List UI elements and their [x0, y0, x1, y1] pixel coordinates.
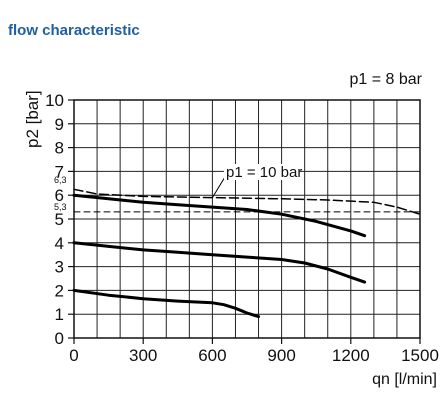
ref-label-5-3: 5,3: [54, 202, 67, 212]
y-tick-label: 5: [55, 210, 64, 229]
y-tick-label: 9: [55, 115, 64, 134]
x-tick-label: 600: [198, 346, 226, 365]
y-tick-label: 2: [55, 281, 64, 300]
annotation-p1-8bar: p1 = 8 bar: [350, 71, 423, 88]
x-tick-label: 0: [69, 346, 78, 365]
ref-label-6-3: 6,3: [54, 175, 67, 185]
grid: [73, 99, 421, 339]
axes: 0 1 2 3 4 5 6 7 8 9 10 0 300 600 900 1200 1500: [45, 91, 439, 365]
y-tick-label: 8: [55, 139, 64, 158]
y-axis-label: p2 [bar]: [23, 90, 42, 148]
y-tick-label: 1: [55, 305, 64, 324]
x-tick-label: 300: [129, 346, 157, 365]
x-tick-label: 1200: [332, 346, 370, 365]
series-line: [72, 288, 260, 319]
x-tick-label: 1500: [401, 346, 439, 365]
x-axis-label: qn [l/min]: [372, 371, 437, 388]
series-line: [73, 188, 421, 215]
series-line: [72, 241, 367, 284]
y-tick-label: 6: [55, 186, 64, 205]
labels: p2 [bar] qn [l/min] p1 = 8 bar p1 = 10 b…: [23, 71, 437, 388]
y-tick-label: 3: [55, 258, 64, 277]
series-group: [72, 171, 421, 319]
page-title: flow characteristic: [8, 22, 140, 39]
y-tick-label: 10: [45, 91, 64, 110]
annotation-p1-10bar: p1 = 10 bar: [226, 164, 302, 181]
y-tick-label: 0: [55, 329, 64, 348]
series-line: [72, 193, 367, 238]
y-tick-label: 4: [55, 234, 64, 253]
y-tick-label: 7: [55, 162, 64, 181]
x-tick-label: 900: [267, 346, 295, 365]
p1-10-label-bg: [224, 164, 300, 180]
